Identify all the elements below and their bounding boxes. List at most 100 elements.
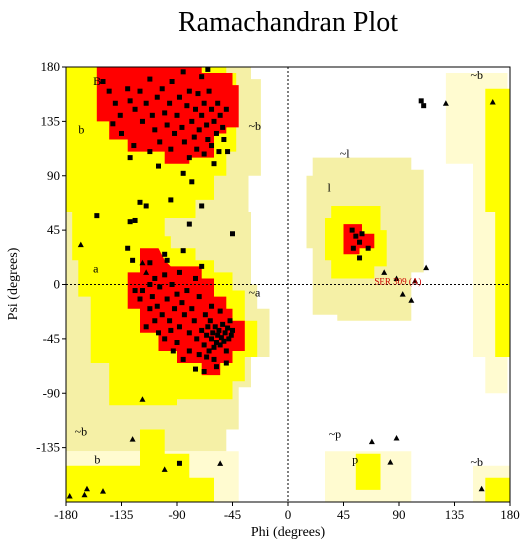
residue-point xyxy=(172,306,178,312)
residue-point xyxy=(147,260,153,266)
x-axis-label: Phi (degrees) xyxy=(251,525,326,540)
residue-point xyxy=(170,348,176,354)
residue-point xyxy=(176,94,182,100)
y-tick-label: 135 xyxy=(41,113,61,128)
glycine-point xyxy=(83,485,90,492)
x-tick-label: 45 xyxy=(337,507,350,522)
residue-point xyxy=(162,272,168,278)
residue-point xyxy=(186,348,192,354)
residue-point xyxy=(127,155,133,161)
glycine-point xyxy=(139,396,146,402)
residue-point xyxy=(206,348,212,354)
residue-point xyxy=(201,369,207,374)
residue-point xyxy=(186,330,192,336)
region-label: ~a xyxy=(249,286,261,300)
x-tick-label: -90 xyxy=(168,507,185,522)
residue-point xyxy=(162,336,168,342)
residue-point xyxy=(154,303,160,309)
residue-point xyxy=(189,118,195,124)
residue-point xyxy=(152,127,158,133)
residue-point xyxy=(201,151,207,157)
favoured-region-beta xyxy=(96,67,239,164)
glycine-point xyxy=(368,438,375,445)
residue-point xyxy=(147,306,153,312)
residue-point xyxy=(139,288,145,294)
residue-point xyxy=(132,288,138,294)
residue-point xyxy=(159,86,165,92)
residue-point xyxy=(167,100,173,106)
residue-point xyxy=(162,251,168,257)
residue-point xyxy=(162,110,168,116)
residue-point xyxy=(132,217,138,223)
residue-point xyxy=(157,139,163,145)
residue-point xyxy=(189,306,195,312)
residue-point xyxy=(147,282,153,287)
residue-point xyxy=(204,332,210,338)
residue-point xyxy=(152,318,158,324)
residue-point xyxy=(168,146,174,152)
residue-point xyxy=(213,130,219,136)
residue-point xyxy=(215,332,221,338)
residue-point xyxy=(205,137,211,142)
region-label: b xyxy=(94,452,100,466)
x-tick-label: 135 xyxy=(445,507,465,522)
residue-point xyxy=(180,356,186,362)
residue-point xyxy=(137,199,143,205)
glycine-point xyxy=(81,491,88,498)
residue-point xyxy=(359,231,365,237)
residue-point xyxy=(199,74,205,80)
residue-point xyxy=(117,112,123,118)
residue-point xyxy=(94,213,100,219)
residue-point xyxy=(174,112,180,118)
y-tick-label: -90 xyxy=(43,385,60,400)
residue-point xyxy=(221,137,227,142)
glycine-point xyxy=(143,269,150,275)
residue-point xyxy=(225,149,231,155)
glycine-point xyxy=(442,100,449,106)
data-points xyxy=(66,66,496,499)
residue-point xyxy=(201,342,207,348)
x-tick-label: 90 xyxy=(393,507,406,522)
residue-point xyxy=(194,336,200,342)
residue-point xyxy=(217,342,223,348)
residue-point xyxy=(207,318,213,324)
residue-point xyxy=(209,143,215,149)
residue-point xyxy=(172,130,178,136)
residue-point xyxy=(421,103,427,109)
residue-point xyxy=(216,327,222,333)
region-labels: Bb ~b ~l l a ~a ~b b ~p p ~b ~b xyxy=(75,68,483,469)
region-label: ~b xyxy=(75,425,88,439)
residue-point xyxy=(180,69,186,75)
residue-point xyxy=(184,103,190,109)
residue-point xyxy=(132,106,138,112)
residue-point xyxy=(164,122,170,128)
residue-annotation: SER 309 (A) xyxy=(374,277,421,287)
residue-point xyxy=(147,76,153,82)
residue-point xyxy=(143,324,149,330)
residue-point xyxy=(156,330,161,336)
residue-point xyxy=(223,348,229,354)
residue-point xyxy=(220,321,226,327)
residue-point xyxy=(156,163,161,169)
residue-point xyxy=(180,170,186,176)
glycine-point xyxy=(66,492,73,499)
residue-point xyxy=(164,296,170,302)
residue-point xyxy=(218,335,224,341)
x-tick-label: -135 xyxy=(110,507,134,522)
residue-point xyxy=(196,294,202,300)
residue-point xyxy=(127,219,133,225)
residue-point xyxy=(216,149,222,155)
residue-point xyxy=(196,352,202,358)
residue-point xyxy=(191,134,197,140)
allowed-region-p xyxy=(355,453,381,490)
residue-point xyxy=(131,143,137,149)
residue-point xyxy=(204,354,210,360)
residue-point xyxy=(220,124,226,130)
residue-point xyxy=(119,130,124,136)
residue-point xyxy=(230,231,235,237)
glycine-point xyxy=(217,460,224,466)
glycine-point xyxy=(393,275,400,281)
residue-point xyxy=(211,344,217,350)
glycine-point xyxy=(393,434,400,441)
